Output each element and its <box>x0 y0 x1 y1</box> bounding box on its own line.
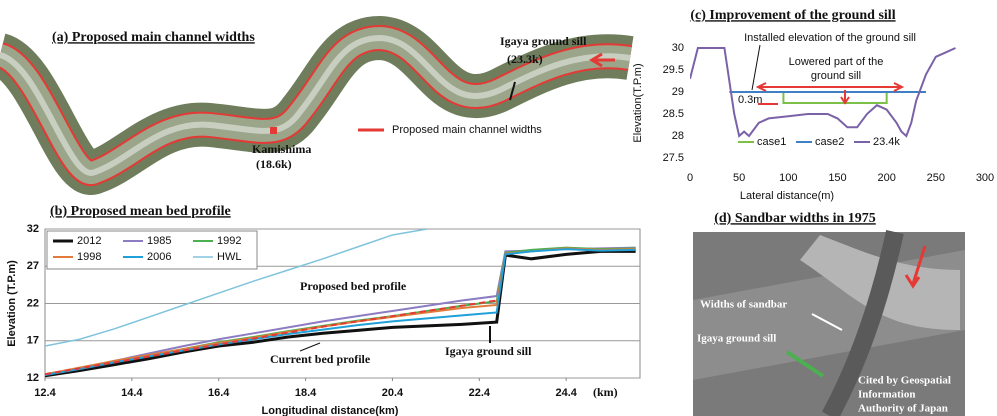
annotation: Current bed profile <box>270 352 371 366</box>
legend-label: HWL <box>217 251 241 263</box>
x-tick-label: 22.4 <box>469 387 491 399</box>
x-unit: (km) <box>593 385 618 399</box>
aerial-photo-a <box>0 15 634 195</box>
credit: Authority of Japan <box>858 403 948 415</box>
y-tick-label: 27 <box>27 260 39 272</box>
legend-label: Proposed main channel widths <box>392 124 542 136</box>
annotation: Installed elevation of the ground sill <box>744 32 916 44</box>
x-tick-label: 0 <box>687 172 693 184</box>
y-tick-label: 29 <box>672 86 684 98</box>
annotation: ground sill <box>811 70 861 82</box>
x-tick-label: 300 <box>976 172 994 184</box>
leader <box>299 342 321 352</box>
y-axis-label: Elevation(T.P.m) <box>632 63 644 142</box>
proposed-label: Proposed bed profile <box>300 279 407 293</box>
y-tick-label: 22 <box>27 297 39 309</box>
annotation: Igaya ground sill <box>445 344 532 358</box>
sill-label-d: Igaya ground sill <box>697 333 776 345</box>
annotation: 0.3m <box>738 94 762 106</box>
x-axis-label: Longitudinal distance(km) <box>262 405 399 416</box>
leader <box>751 44 761 91</box>
sill-km: (23.3k) <box>507 52 543 66</box>
x-tick-label: 14.4 <box>121 387 143 399</box>
town-label: Kamishima <box>252 142 311 156</box>
x-tick-label: 150 <box>828 172 846 184</box>
chart-title: (c) Improvement of the ground sill <box>690 8 895 23</box>
x-tick-label: 12.4 <box>34 387 56 399</box>
y-tick-label: 30 <box>672 42 684 54</box>
x-tick-label: 50 <box>733 172 745 184</box>
plot-area <box>45 229 636 378</box>
x-tick-label: 18.4 <box>295 387 317 399</box>
y-tick-label: 28 <box>672 130 684 142</box>
legend-box <box>46 230 258 270</box>
legend-label: 23.4k <box>873 136 900 148</box>
proposed-line <box>45 299 497 376</box>
series-line <box>690 47 956 138</box>
y-axis-label: Elevation (T.P.m) <box>6 260 18 347</box>
y-tick-label: 17 <box>27 335 39 347</box>
y-tick-label: 12 <box>27 372 39 384</box>
annotation: Lowered part of the <box>789 56 884 68</box>
series-line <box>45 249 636 378</box>
town-km: (18.6k) <box>256 157 292 171</box>
x-tick-label: 200 <box>877 172 895 184</box>
credit: Cited by Geospatial <box>858 375 951 387</box>
x-tick-label: 16.4 <box>208 387 230 399</box>
arrow <box>840 90 850 105</box>
legend-label: 1985 <box>147 235 171 247</box>
arrow <box>755 82 905 92</box>
legend-label: case1 <box>757 136 786 148</box>
legend-label: case2 <box>815 136 844 148</box>
sill-label: Igaya ground sill <box>500 34 587 48</box>
y-tick-label: 32 <box>27 223 39 235</box>
plot-area <box>690 47 956 138</box>
x-tick-label: 24.4 <box>555 387 577 399</box>
y-tick-label: 28.5 <box>663 108 684 120</box>
y-tick-label: 27.5 <box>663 152 684 164</box>
y-tick-label: 29.5 <box>663 64 684 76</box>
legend-label: 2012 <box>77 235 101 247</box>
x-tick-label: 100 <box>779 172 797 184</box>
sandbar-label: Widths of sandbar <box>700 299 787 311</box>
chart-title: (b) Proposed mean bed profile <box>50 204 231 219</box>
panel-d-title: (d) Sandbar widths in 1975 <box>714 211 876 226</box>
aerial-photo-d <box>693 230 965 416</box>
x-axis-label: Lateral distance(m) <box>740 190 834 202</box>
legend-label: 2006 <box>147 251 171 263</box>
legend-label: 1992 <box>217 235 241 247</box>
legend-label: 1998 <box>77 251 101 263</box>
panel-a-title: (a) Proposed main channel widths <box>52 30 255 45</box>
series-line <box>782 92 888 104</box>
credit: Information <box>858 389 915 401</box>
series-line <box>45 229 428 347</box>
x-tick-label: 250 <box>927 172 945 184</box>
x-tick-label: 20.4 <box>382 387 404 399</box>
